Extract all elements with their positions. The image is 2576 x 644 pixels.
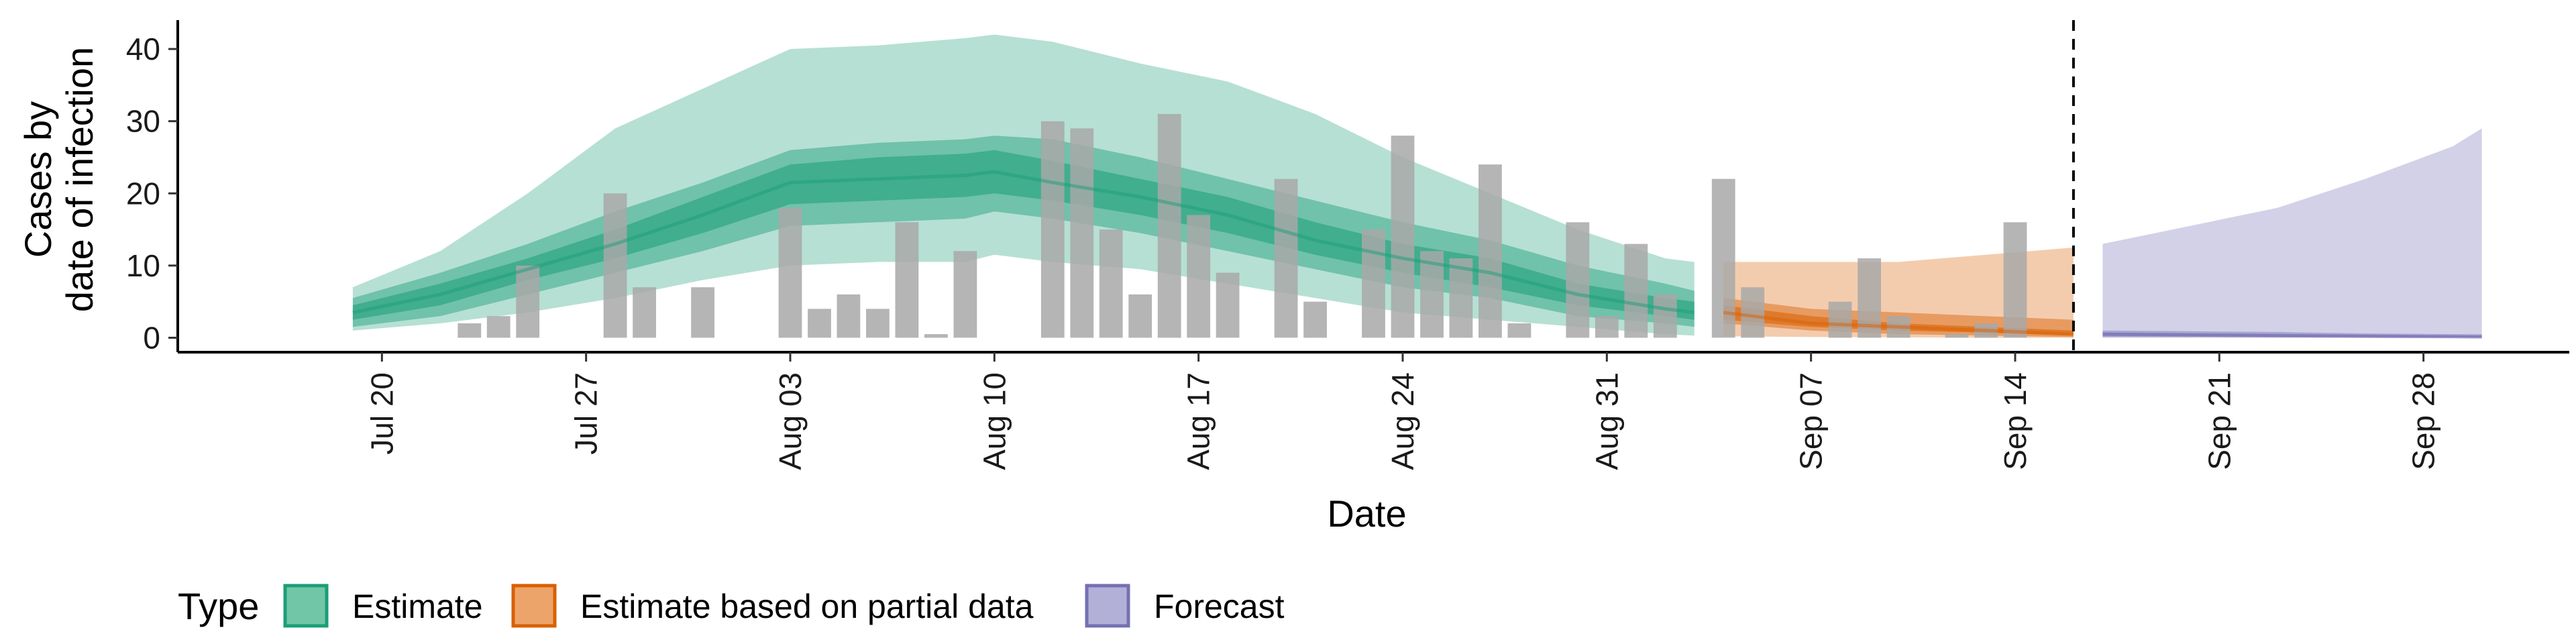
reported-cases-bar	[895, 222, 919, 338]
y-axis-title-line: date of infection	[58, 47, 101, 312]
estimate-bands	[352, 34, 2482, 338]
reported-cases-bar	[458, 323, 482, 338]
reported-cases-bar	[1624, 244, 1648, 338]
reported-cases-bar	[1099, 229, 1123, 338]
reported-cases-bars	[458, 113, 2027, 338]
reported-cases-bar	[1216, 272, 1240, 338]
legend-swatch-estimate	[283, 584, 329, 628]
reported-cases-bar	[516, 265, 540, 338]
reported-cases-bar	[837, 294, 861, 338]
y-tick-label: 0	[143, 320, 160, 355]
legend-label-estimate-based-on-partial-data: Estimate based on partial data	[580, 588, 1034, 625]
median-lines	[352, 170, 2482, 339]
reported-cases-bar	[486, 316, 511, 338]
y-tick-label: 30	[126, 104, 160, 139]
x-tick-label: Sep 14	[1998, 372, 2033, 470]
x-tick-label: Aug 24	[1385, 372, 1420, 470]
reported-cases-bar	[691, 287, 714, 338]
reported-cases-bar	[1187, 215, 1211, 338]
axes: 0 10 20 30 40 Jul 20 Jul 27 Aug 03 Aug 10 Aug 17 A…	[17, 20, 2569, 535]
reported-cases-bar	[1741, 287, 1765, 338]
legend-swatch-estimate-based-on-partial-data	[511, 584, 557, 628]
reported-cases-bar	[1070, 128, 1094, 338]
reported-cases-bar	[866, 309, 890, 338]
x-tick-label: Aug 17	[1181, 372, 1216, 470]
forecast-median-line	[2102, 332, 2482, 339]
y-axis-title-line: Cases by	[17, 101, 59, 258]
reported-cases-bar	[1362, 229, 1385, 338]
x-tick-label: Sep 28	[2406, 372, 2441, 470]
reported-cases-bar	[1274, 178, 1298, 338]
estimate-based-on-partial-data-median-line	[1723, 311, 2074, 336]
x-tick-label: Jul 27	[569, 372, 604, 455]
reported-cases-bar	[1040, 121, 1065, 338]
reported-cases-bar	[1391, 136, 1415, 338]
reported-cases-bar	[953, 251, 977, 338]
reported-cases-bar	[1945, 334, 1969, 338]
x-tick-label: Aug 31	[1589, 372, 1624, 470]
y-axis-title: Cases bydate of infection	[17, 47, 101, 312]
reported-cases-bar	[1303, 301, 1327, 338]
reported-cases-bar	[1449, 258, 1473, 338]
x-tick-label: Sep 07	[1794, 372, 1829, 470]
legend-label-estimate: Estimate	[352, 588, 483, 625]
reported-cases-bar	[1479, 164, 1502, 338]
reported-cases-bar	[633, 287, 656, 338]
reported-cases-bar	[778, 207, 802, 338]
x-axis-title: Date	[1327, 492, 1406, 535]
legend: Type Estimate Estimate based on partial da…	[178, 584, 1285, 628]
reported-cases-bar	[1653, 294, 1677, 338]
x-tick-label: Aug 03	[773, 372, 808, 470]
legend-title: Type	[178, 585, 259, 627]
reported-cases-bar	[603, 193, 627, 338]
reported-cases-bar	[1128, 294, 1152, 338]
estimate-median-line	[352, 170, 1695, 315]
estimate-based-on-partial-data-band-90	[1723, 248, 2074, 338]
reported-cases-bar	[2003, 222, 2027, 338]
reported-cases-bar	[1711, 178, 1735, 338]
legend-swatch-forecast	[1085, 584, 1130, 628]
reported-cases-bar	[1157, 113, 1181, 338]
x-tick-label: Sep 21	[2202, 372, 2237, 470]
x-tick-label: Jul 20	[364, 372, 399, 455]
x-tick-label: Aug 10	[977, 372, 1012, 470]
reported-cases-bar	[808, 309, 831, 338]
reported-cases-bar	[1507, 323, 1532, 338]
y-tick-label: 20	[126, 176, 160, 211]
reported-cases-bar	[1566, 222, 1590, 338]
y-tick-label: 40	[126, 32, 160, 66]
reported-cases-bar	[1595, 316, 1619, 338]
reported-cases-bar	[924, 334, 948, 338]
y-tick-label: 10	[126, 248, 160, 283]
forecast-band-90	[2102, 128, 2482, 338]
reported-cases-bar	[1828, 301, 1852, 338]
legend-label-forecast: Forecast	[1154, 588, 1285, 625]
